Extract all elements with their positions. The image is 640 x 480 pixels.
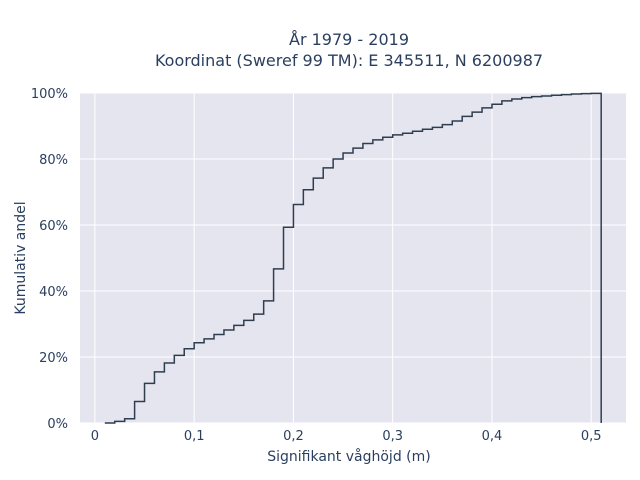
x-tick-label: 0,1 (184, 429, 205, 444)
y-tick-label: 100% (31, 87, 68, 102)
x-tick-label: 0,4 (482, 429, 503, 444)
x-tick-label: 0,5 (581, 429, 602, 444)
chart-title-line-1: År 1979 - 2019 (289, 30, 409, 49)
chart-title-line-2: Koordinat (Sweref 99 TM): E 345511, N 62… (155, 51, 543, 70)
x-tick-label: 0,3 (382, 429, 403, 444)
cumulative-step-line (104, 92, 602, 424)
x-tick-label: 0,2 (283, 429, 304, 444)
y-axis-title: Kumulativ andel (13, 201, 29, 314)
y-tick-label: 40% (39, 285, 68, 300)
plot-area (80, 93, 626, 423)
y-tick-label: 20% (39, 351, 68, 366)
x-axis-title: Signifikant våghöjd (m) (267, 448, 430, 465)
y-axis-ticks: 0% 20% 40% 60% 80% 100% (31, 87, 68, 432)
y-tick-label: 0% (47, 417, 68, 432)
y-gridlines (80, 92, 626, 424)
x-axis-ticks: 0 0,1 0,2 0,3 0,4 0,5 (91, 429, 602, 444)
y-tick-label: 60% (39, 219, 68, 234)
y-tick-label: 80% (39, 153, 68, 168)
x-tick-label: 0 (91, 429, 99, 444)
x-gridlines (94, 93, 592, 423)
